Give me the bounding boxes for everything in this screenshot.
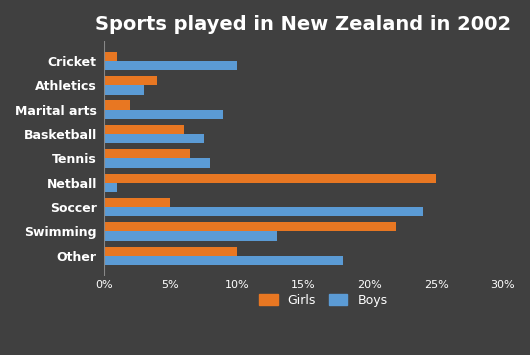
Bar [104,231,277,241]
Bar [104,207,423,217]
Bar [104,110,224,119]
Bar [104,183,117,192]
Bar [104,158,210,168]
Bar [104,222,396,231]
Bar [104,174,436,183]
Bar [104,256,343,265]
Bar [104,52,117,61]
Bar [104,100,130,110]
Bar [104,125,183,134]
Bar [104,61,237,70]
Bar [104,198,170,207]
Title: Sports played in New Zealand in 2002: Sports played in New Zealand in 2002 [95,15,511,34]
Bar [104,149,190,158]
Bar [104,247,237,256]
Legend: Girls, Boys: Girls, Boys [254,289,392,312]
Bar [104,86,144,95]
Bar [104,134,204,143]
Bar [104,76,157,86]
